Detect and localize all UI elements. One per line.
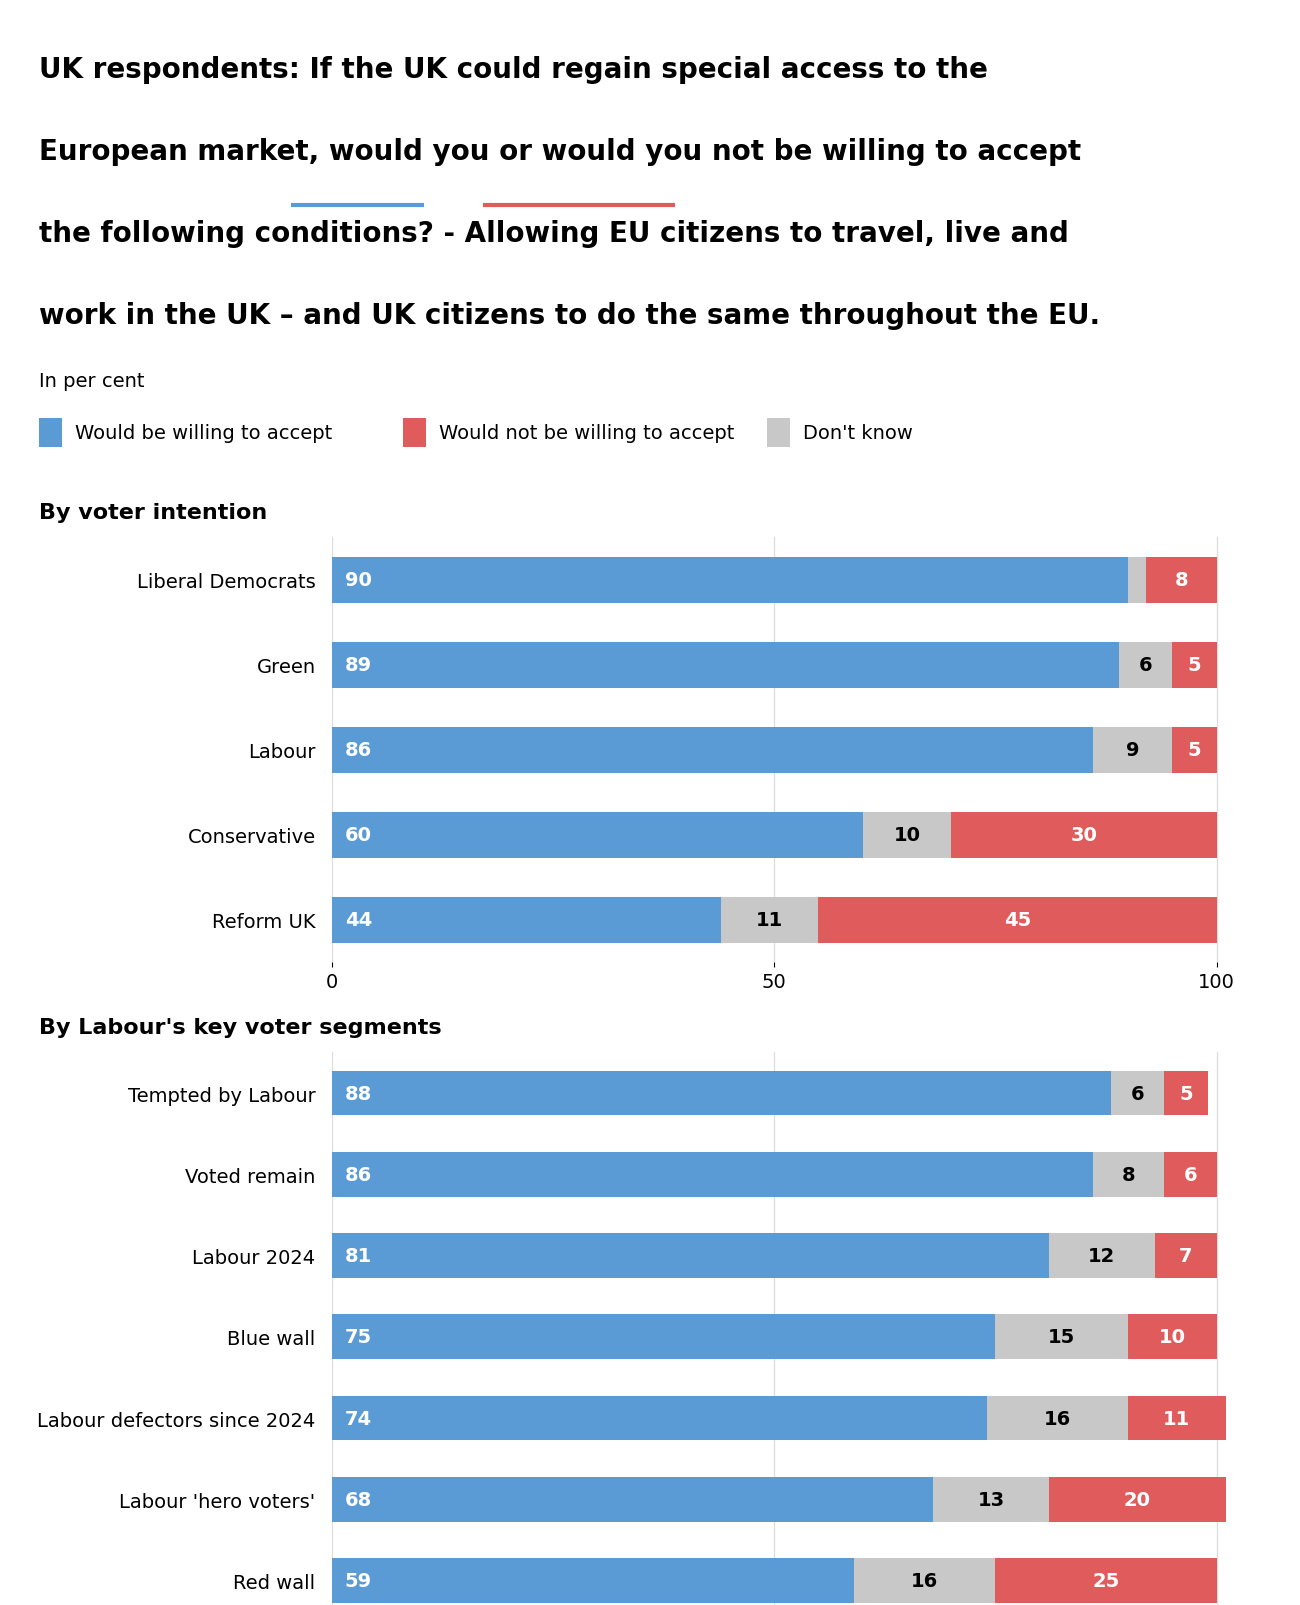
Text: 89: 89: [344, 656, 372, 676]
Text: 5: 5: [1188, 742, 1201, 759]
Text: 7: 7: [1179, 1245, 1192, 1265]
Bar: [332, 897, 722, 944]
Text: 86: 86: [344, 1165, 372, 1184]
Bar: [1164, 1071, 1208, 1115]
Bar: [854, 1558, 996, 1603]
Bar: [1145, 557, 1217, 603]
Text: 88: 88: [344, 1083, 372, 1103]
Text: 75: 75: [344, 1327, 372, 1347]
Bar: [996, 1558, 1217, 1603]
Text: By Labour's key voter segments: By Labour's key voter segments: [39, 1018, 442, 1038]
Bar: [332, 1314, 996, 1359]
Text: 5: 5: [1188, 656, 1201, 676]
Text: In per cent: In per cent: [39, 372, 144, 390]
Text: the following conditions? - Allowing EU citizens to travel, live and: the following conditions? - Allowing EU …: [39, 220, 1069, 249]
Text: 12: 12: [1088, 1245, 1115, 1265]
Bar: [1049, 1233, 1154, 1278]
Text: 90: 90: [344, 571, 372, 591]
Bar: [933, 1477, 1049, 1522]
Text: 59: 59: [344, 1571, 372, 1591]
Bar: [1128, 1314, 1217, 1359]
Text: 25: 25: [1092, 1571, 1119, 1591]
Bar: [332, 1396, 987, 1440]
Bar: [1049, 1477, 1226, 1522]
Text: 8: 8: [1122, 1165, 1135, 1184]
Text: 81: 81: [344, 1245, 372, 1265]
Text: 5: 5: [1179, 1083, 1192, 1103]
Bar: [987, 1396, 1128, 1440]
Text: 16: 16: [1044, 1409, 1071, 1427]
Bar: [1093, 1152, 1164, 1197]
Bar: [332, 812, 863, 859]
Bar: [1128, 557, 1145, 603]
Bar: [996, 1314, 1128, 1359]
Text: 8: 8: [1174, 571, 1188, 591]
Text: 6: 6: [1183, 1165, 1197, 1184]
Text: 13: 13: [978, 1489, 1005, 1509]
Text: 6: 6: [1139, 656, 1153, 676]
Text: 86: 86: [344, 742, 372, 759]
Bar: [952, 812, 1217, 859]
Bar: [1119, 642, 1173, 689]
Text: 11: 11: [1164, 1409, 1191, 1427]
Text: By voter intention: By voter intention: [39, 502, 268, 523]
Bar: [1164, 1152, 1217, 1197]
Text: 20: 20: [1123, 1489, 1150, 1509]
Text: 16: 16: [911, 1571, 939, 1591]
Bar: [332, 557, 1128, 603]
Text: European market, ​would you​ or ​would you not​ be willing to accept: European market, ​would you​ or ​would y…: [39, 138, 1082, 165]
Bar: [1173, 642, 1217, 689]
Text: 74: 74: [344, 1409, 372, 1427]
Text: 30: 30: [1070, 827, 1097, 844]
Text: 10: 10: [893, 827, 920, 844]
Text: 45: 45: [1004, 912, 1031, 929]
Bar: [1154, 1233, 1217, 1278]
Bar: [332, 1071, 1110, 1115]
Bar: [332, 1233, 1049, 1278]
Text: 10: 10: [1160, 1327, 1186, 1347]
Bar: [332, 1152, 1093, 1197]
Text: Don't know: Don't know: [803, 424, 914, 443]
Bar: [1128, 1396, 1226, 1440]
Bar: [332, 642, 1119, 689]
Bar: [332, 727, 1093, 774]
Text: UK respondents: If the UK could regain special access to the: UK respondents: If the UK could regain s…: [39, 56, 988, 83]
Bar: [332, 1477, 933, 1522]
Text: 9: 9: [1126, 742, 1139, 759]
Text: 6: 6: [1130, 1083, 1144, 1103]
Text: 44: 44: [344, 912, 372, 929]
Text: 11: 11: [757, 912, 784, 929]
Bar: [1110, 1071, 1164, 1115]
Text: 68: 68: [344, 1489, 372, 1509]
Text: Would be willing to accept: Would be willing to accept: [75, 424, 333, 443]
Text: 15: 15: [1048, 1327, 1075, 1347]
Text: 60: 60: [344, 827, 372, 844]
Text: Would not be willing to accept: Would not be willing to accept: [439, 424, 734, 443]
Bar: [722, 897, 819, 944]
Bar: [819, 897, 1217, 944]
Bar: [1173, 727, 1217, 774]
Bar: [332, 1558, 854, 1603]
Text: work in the UK – and UK citizens to do the same throughout the EU.: work in the UK – and UK citizens to do t…: [39, 302, 1100, 331]
Bar: [863, 812, 952, 859]
Bar: [1093, 727, 1173, 774]
